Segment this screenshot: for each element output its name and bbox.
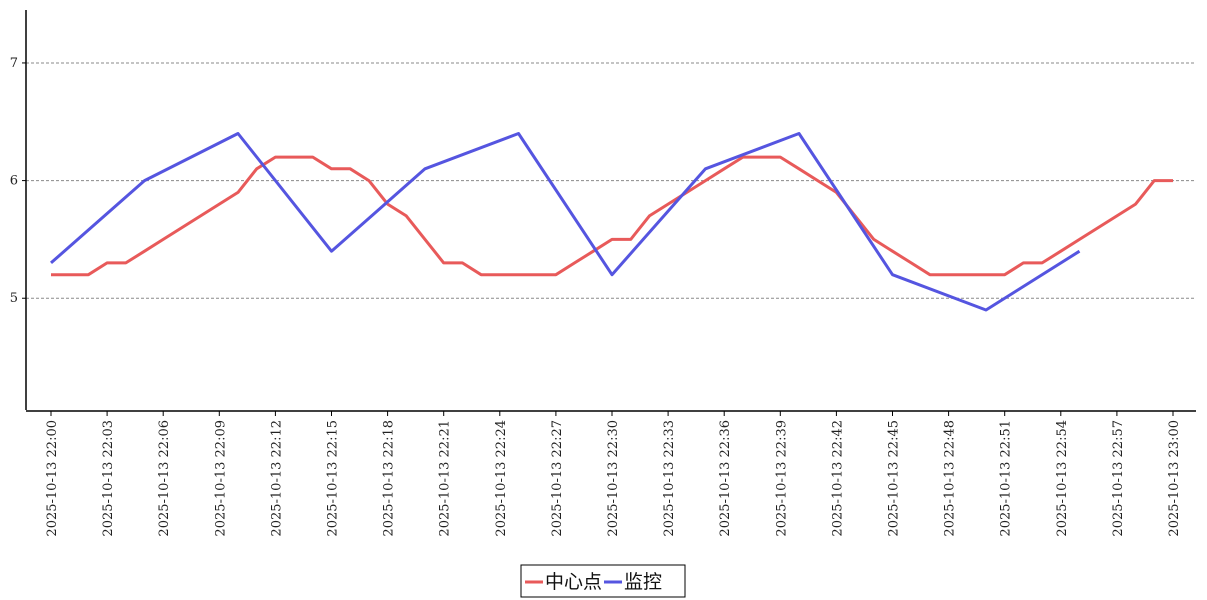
y-tick-label: 6 (10, 174, 18, 189)
x-tick-label: 2025-10-13 22:51 (999, 420, 1014, 537)
x-tick-label: 2025-10-13 22:21 (438, 420, 453, 537)
x-axis-ticks: 2025-10-13 22:00 2025-10-13 22:03 2025-10-… (45, 411, 1182, 537)
x-tick-label: 2025-10-13 22:36 (718, 420, 733, 537)
x-tick-label: 2025-10-13 22:27 (550, 420, 565, 537)
x-tick-label: 2025-10-13 22:39 (774, 420, 789, 537)
series-lines (50, 132, 1173, 312)
series-line-中心点 (51, 155, 1173, 277)
x-tick-label: 2025-10-13 22:24 (494, 420, 509, 537)
x-tick-label: 2025-10-13 22:57 (1111, 420, 1126, 537)
x-tick-label: 2025-10-13 23:00 (1167, 420, 1182, 537)
y-tick-label: 5 (10, 291, 18, 306)
axes (25, 10, 1196, 412)
legend: 中心点 监控 (520, 564, 686, 598)
x-tick-label: 2025-10-13 22:12 (269, 420, 284, 537)
x-tick-label: 2025-10-13 22:30 (606, 420, 621, 537)
x-tick-label: 2025-10-13 22:15 (326, 420, 341, 537)
x-tick-label: 2025-10-13 22:45 (887, 420, 902, 537)
y-axis-ticks: 5 6 7 (10, 56, 26, 306)
legend-label: 监控 (624, 571, 662, 593)
x-tick-label: 2025-10-13 22:54 (1055, 420, 1070, 537)
x-tick-label: 2025-10-13 22:09 (213, 420, 228, 537)
x-tick-label: 2025-10-13 22:00 (45, 420, 60, 537)
x-tick-label: 2025-10-13 22:33 (662, 420, 677, 537)
x-tick-label: 2025-10-13 22:18 (382, 420, 397, 537)
x-tick-label: 2025-10-13 22:42 (830, 420, 845, 537)
x-tick-label: 2025-10-13 22:03 (101, 420, 116, 537)
x-tick-label: 2025-10-13 22:48 (943, 420, 958, 537)
grid-lines (26, 62, 1196, 299)
y-tick-label: 7 (10, 56, 18, 71)
legend-label: 中心点 (545, 571, 602, 593)
x-tick-label: 2025-10-13 22:06 (157, 420, 172, 537)
series-line-监控 (50, 132, 1081, 312)
legend-box (520, 564, 686, 598)
